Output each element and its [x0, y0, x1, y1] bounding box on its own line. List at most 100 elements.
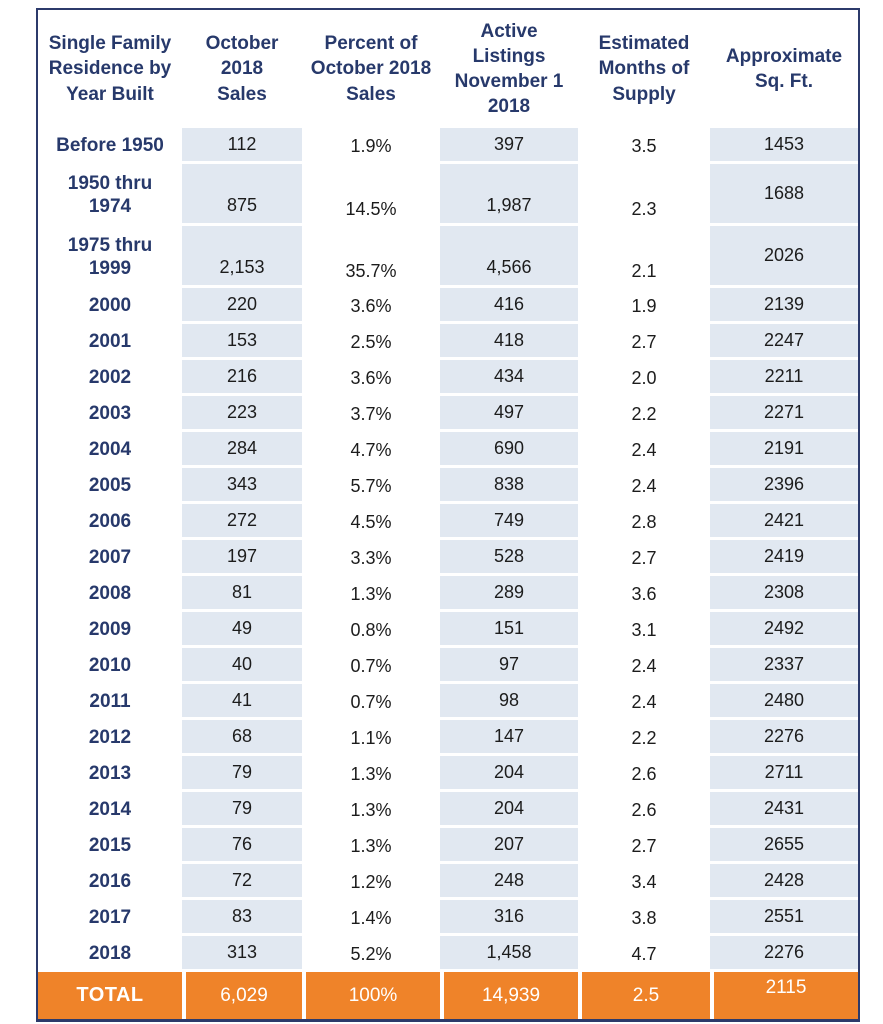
year-built-cell: 2001	[88, 331, 132, 353]
percent-cell: 2.5%	[350, 331, 392, 352]
total-label-cell: TOTAL	[76, 984, 144, 1006]
percent-cell: 0.7%	[350, 655, 392, 676]
sales-cell: 272	[182, 504, 302, 540]
percent-cell: 1.3%	[350, 583, 392, 604]
active-listings-cell: 204	[440, 756, 578, 792]
percent-cell: 35.7%	[345, 261, 397, 281]
sqft-cell: 2655	[710, 828, 858, 864]
table-row: 2002 216 3.6% 434 2.0 2211	[38, 360, 858, 396]
months-supply-cell: 2.7	[631, 547, 657, 568]
year-built-cell: 1950 thru 1974	[67, 172, 153, 217]
active-listings-cell: 97	[440, 648, 578, 684]
table-row: 2018 313 5.2% 1,458 4.7 2276	[38, 936, 858, 972]
active-listings-cell: 316	[440, 900, 578, 936]
months-supply-cell: 2.4	[631, 691, 657, 712]
header-cell-year-built: Single Family Residence by Year Built	[48, 33, 172, 105]
sales-cell: 83	[182, 900, 302, 936]
table-row: 2016 72 1.2% 248 3.4 2428	[38, 864, 858, 900]
year-built-cell: 2011	[89, 691, 131, 713]
sqft-cell: 2492	[710, 612, 858, 648]
sqft-cell: 2139	[710, 288, 858, 324]
sales-cell: 79	[182, 792, 302, 828]
percent-cell: 1.4%	[350, 907, 392, 928]
months-supply-cell: 1.9	[631, 295, 657, 316]
active-listings-cell: 690	[440, 432, 578, 468]
table-row: 2007 197 3.3% 528 2.7 2419	[38, 540, 858, 576]
percent-cell: 0.7%	[350, 691, 392, 712]
active-listings-cell: 1,987	[440, 164, 578, 226]
year-built-cell: 2006	[88, 511, 132, 533]
months-supply-cell: 4.7	[631, 943, 657, 964]
active-listings-cell: 749	[440, 504, 578, 540]
table-row: 1975 thru 1999 2,153 35.7% 4,566 2.1 202…	[38, 226, 858, 288]
year-built-cell: 2018	[88, 943, 132, 965]
percent-cell: 0.8%	[350, 619, 392, 640]
sales-cell: 197	[182, 540, 302, 576]
months-supply-cell: 3.4	[631, 871, 657, 892]
header-cell-active-listings: Active Listings November 1 2018	[454, 20, 564, 118]
sales-cell: 220	[182, 288, 302, 324]
months-supply-cell: 2.2	[631, 727, 657, 748]
months-supply-cell: 3.1	[631, 619, 657, 640]
table-row: 2009 49 0.8% 151 3.1 2492	[38, 612, 858, 648]
sqft-cell: 2276	[710, 720, 858, 756]
year-built-cell: 2010	[88, 655, 132, 677]
table-row: 2001 153 2.5% 418 2.7 2247	[38, 324, 858, 360]
total-active-listings-cell: 14,939	[440, 972, 578, 1019]
year-built-cell: Before 1950	[56, 135, 164, 157]
sales-cell: 2,153	[182, 226, 302, 288]
header-cell-approx-sqft: Approximate Sq. Ft.	[725, 45, 843, 92]
months-supply-cell: 2.2	[631, 403, 657, 424]
sales-cell: 41	[182, 684, 302, 720]
table-row: 2011 41 0.7% 98 2.4 2480	[38, 684, 858, 720]
sqft-cell: 2308	[710, 576, 858, 612]
sales-cell: 49	[182, 612, 302, 648]
table-row: 1950 thru 1974 875 14.5% 1,987 2.3 1688	[38, 164, 858, 226]
active-listings-cell: 497	[440, 396, 578, 432]
sqft-cell: 2428	[710, 864, 858, 900]
year-built-cell: 2008	[88, 583, 132, 605]
year-built-cell: 2000	[88, 295, 132, 317]
active-listings-cell: 289	[440, 576, 578, 612]
year-built-cell: 2017	[88, 907, 132, 929]
sqft-cell: 1688	[710, 164, 858, 226]
year-built-cell: 2015	[88, 835, 132, 857]
sales-cell: 112	[182, 128, 302, 164]
active-listings-cell: 147	[440, 720, 578, 756]
percent-cell: 1.1%	[350, 727, 392, 748]
sqft-cell: 2271	[710, 396, 858, 432]
sqft-cell: 2419	[710, 540, 858, 576]
year-built-cell: 2005	[88, 475, 132, 497]
percent-cell: 14.5%	[345, 199, 397, 219]
sqft-cell: 2711	[710, 756, 858, 792]
year-built-cell: 2012	[88, 727, 132, 749]
year-built-cell: 2009	[88, 619, 132, 641]
table-row: 2012 68 1.1% 147 2.2 2276	[38, 720, 858, 756]
total-percent-cell: 100%	[302, 972, 440, 1019]
percent-cell: 1.3%	[350, 835, 392, 856]
active-listings-cell: 248	[440, 864, 578, 900]
months-supply-cell: 2.1	[631, 261, 657, 281]
percent-cell: 4.5%	[350, 511, 392, 532]
months-supply-cell: 3.6	[631, 583, 657, 604]
sales-cell: 81	[182, 576, 302, 612]
active-listings-cell: 207	[440, 828, 578, 864]
percent-cell: 1.3%	[350, 763, 392, 784]
total-sales-cell: 6,029	[182, 972, 302, 1019]
active-listings-cell: 4,566	[440, 226, 578, 288]
year-built-cell: 1975 thru 1999	[67, 234, 153, 279]
sales-cell: 343	[182, 468, 302, 504]
months-supply-cell: 3.8	[631, 907, 657, 928]
year-built-cell: 2007	[88, 547, 132, 569]
header-cell-months-supply: Estimated Months of Supply	[598, 33, 690, 105]
sales-cell: 79	[182, 756, 302, 792]
sales-cell: 216	[182, 360, 302, 396]
months-supply-cell: 3.5	[631, 135, 657, 156]
sales-cell: 76	[182, 828, 302, 864]
year-built-cell: 2016	[88, 871, 132, 893]
active-listings-cell: 434	[440, 360, 578, 396]
active-listings-cell: 397	[440, 128, 578, 164]
sales-cell: 223	[182, 396, 302, 432]
header-cell-percent-sales: Percent of October 2018 Sales	[310, 33, 432, 105]
